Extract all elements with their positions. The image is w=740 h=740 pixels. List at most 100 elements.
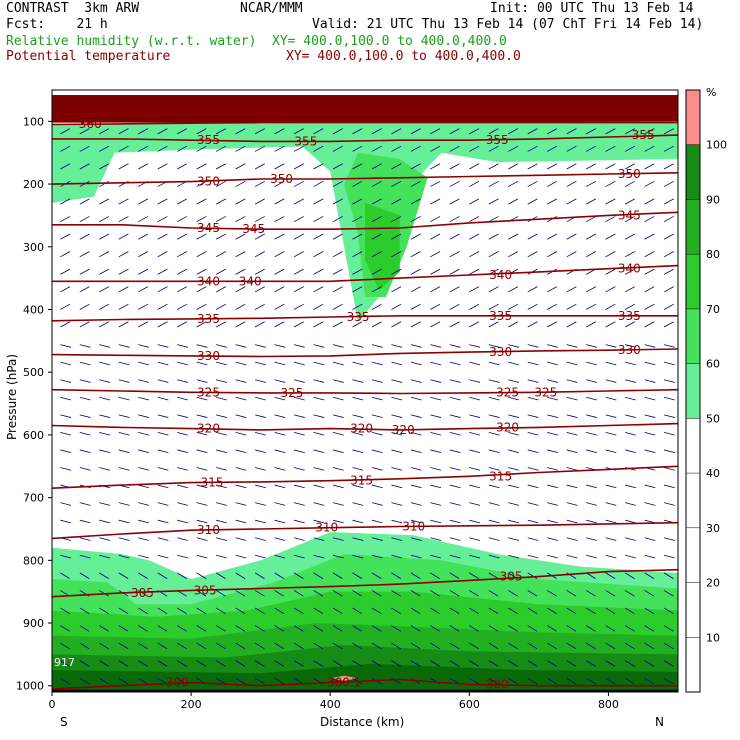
- theta-contour-335: [51, 315, 678, 322]
- wind-vector: [663, 467, 675, 471]
- wind-vector: [605, 590, 616, 597]
- wind-vector: [332, 519, 344, 524]
- wind-vector: [196, 519, 208, 524]
- wind-vector: [274, 268, 285, 275]
- wind-vector: [215, 180, 226, 187]
- wind-vector: [60, 321, 71, 328]
- wind-vector: [449, 145, 460, 152]
- wind-vector: [60, 625, 70, 632]
- wind-vector: [313, 642, 324, 650]
- wind-vector: [547, 145, 558, 152]
- wind-vector: [566, 537, 578, 541]
- wind-vector: [663, 431, 675, 436]
- colorbar-label: 30: [706, 522, 720, 535]
- wind-vector: [469, 519, 481, 524]
- wind-vector: [410, 344, 422, 348]
- wind-vector: [508, 431, 520, 436]
- y-tick-label: 800: [23, 554, 44, 567]
- y-tick-label: 400: [23, 303, 44, 316]
- wind-vector: [274, 303, 285, 310]
- wind-vector: [138, 607, 148, 615]
- wind-vector: [469, 625, 479, 632]
- wind-vector: [99, 344, 111, 348]
- wind-vector: [371, 286, 382, 293]
- wind-vector: [177, 361, 188, 366]
- wind-vector: [255, 379, 266, 383]
- wind-vector: [177, 163, 188, 170]
- wind-vector: [585, 303, 597, 310]
- wind-vector: [274, 233, 285, 240]
- wind-vector: [391, 233, 402, 240]
- theta-label: 305: [500, 570, 523, 584]
- wind-vector: [274, 677, 285, 685]
- wind-vector: [157, 303, 168, 310]
- wind-vector: [508, 344, 520, 348]
- wind-vector: [527, 303, 538, 310]
- wind-vector: [508, 677, 518, 685]
- wind-vector: [488, 216, 499, 223]
- wind-vector: [352, 607, 363, 615]
- colorbar-label: 100: [706, 139, 727, 152]
- wind-vector: [605, 642, 616, 650]
- theta-label: 350: [618, 167, 641, 181]
- theta-label: 350: [197, 175, 220, 189]
- colorbar-label: 60: [706, 358, 720, 371]
- wind-vector: [410, 449, 422, 454]
- wind-vector: [605, 607, 616, 615]
- wind-vector: [644, 163, 655, 170]
- wind-vector: [79, 344, 91, 348]
- wind-vector: [352, 431, 364, 436]
- wind-vector: [99, 379, 111, 383]
- wind-vector: [99, 180, 110, 187]
- wind-vector: [391, 303, 402, 310]
- wind-vector: [644, 233, 655, 240]
- wind-vector: [547, 677, 557, 685]
- wind-vector: [216, 554, 227, 559]
- wind-vector: [79, 677, 90, 685]
- theta-contour-360: [51, 121, 678, 126]
- wind-vector: [60, 396, 72, 401]
- x-tick-label: 400: [320, 698, 341, 711]
- wind-vector: [430, 431, 442, 436]
- wind-vector: [527, 625, 538, 632]
- wind-vector: [644, 625, 655, 632]
- wind-vector: [469, 233, 480, 240]
- wind-vector: [391, 660, 402, 667]
- wind-vector: [352, 590, 363, 597]
- wind-vector: [547, 379, 558, 383]
- wind-vector: [352, 321, 363, 328]
- wind-vector: [410, 361, 422, 366]
- wind-vector: [99, 431, 111, 436]
- wind-vector: [293, 198, 304, 205]
- wind-vector: [99, 414, 111, 418]
- wind-vector: [157, 379, 169, 383]
- wind-vector: [644, 303, 655, 310]
- wind-vector: [313, 396, 325, 401]
- wind-vector: [430, 537, 442, 541]
- wind-vector: [216, 484, 227, 489]
- wind-vector: [391, 180, 402, 187]
- wind-vector: [391, 449, 403, 454]
- wind-vector: [293, 128, 304, 135]
- wind-vector: [99, 396, 111, 401]
- wind-vector: [235, 268, 246, 275]
- wind-vector: [196, 128, 207, 135]
- wind-vector: [293, 321, 304, 328]
- wind-vector: [352, 379, 364, 383]
- wind-vector: [430, 484, 442, 489]
- wind-vector: [508, 303, 519, 310]
- field1-label: Relative humidity (w.r.t. water): [6, 34, 257, 49]
- wind-vector: [157, 344, 169, 348]
- wind-vector: [157, 268, 168, 275]
- wind-vector: [79, 414, 91, 418]
- wind-vector: [352, 642, 363, 650]
- wind-vector: [274, 467, 286, 471]
- wind-vector: [663, 396, 675, 401]
- wind-vector: [644, 361, 656, 366]
- wind-vector: [60, 379, 72, 383]
- wind-vector: [624, 128, 635, 135]
- wind-vector: [99, 607, 109, 615]
- wind-vector: [177, 344, 188, 348]
- wind-vector: [157, 251, 168, 258]
- wind-vector: [254, 216, 265, 223]
